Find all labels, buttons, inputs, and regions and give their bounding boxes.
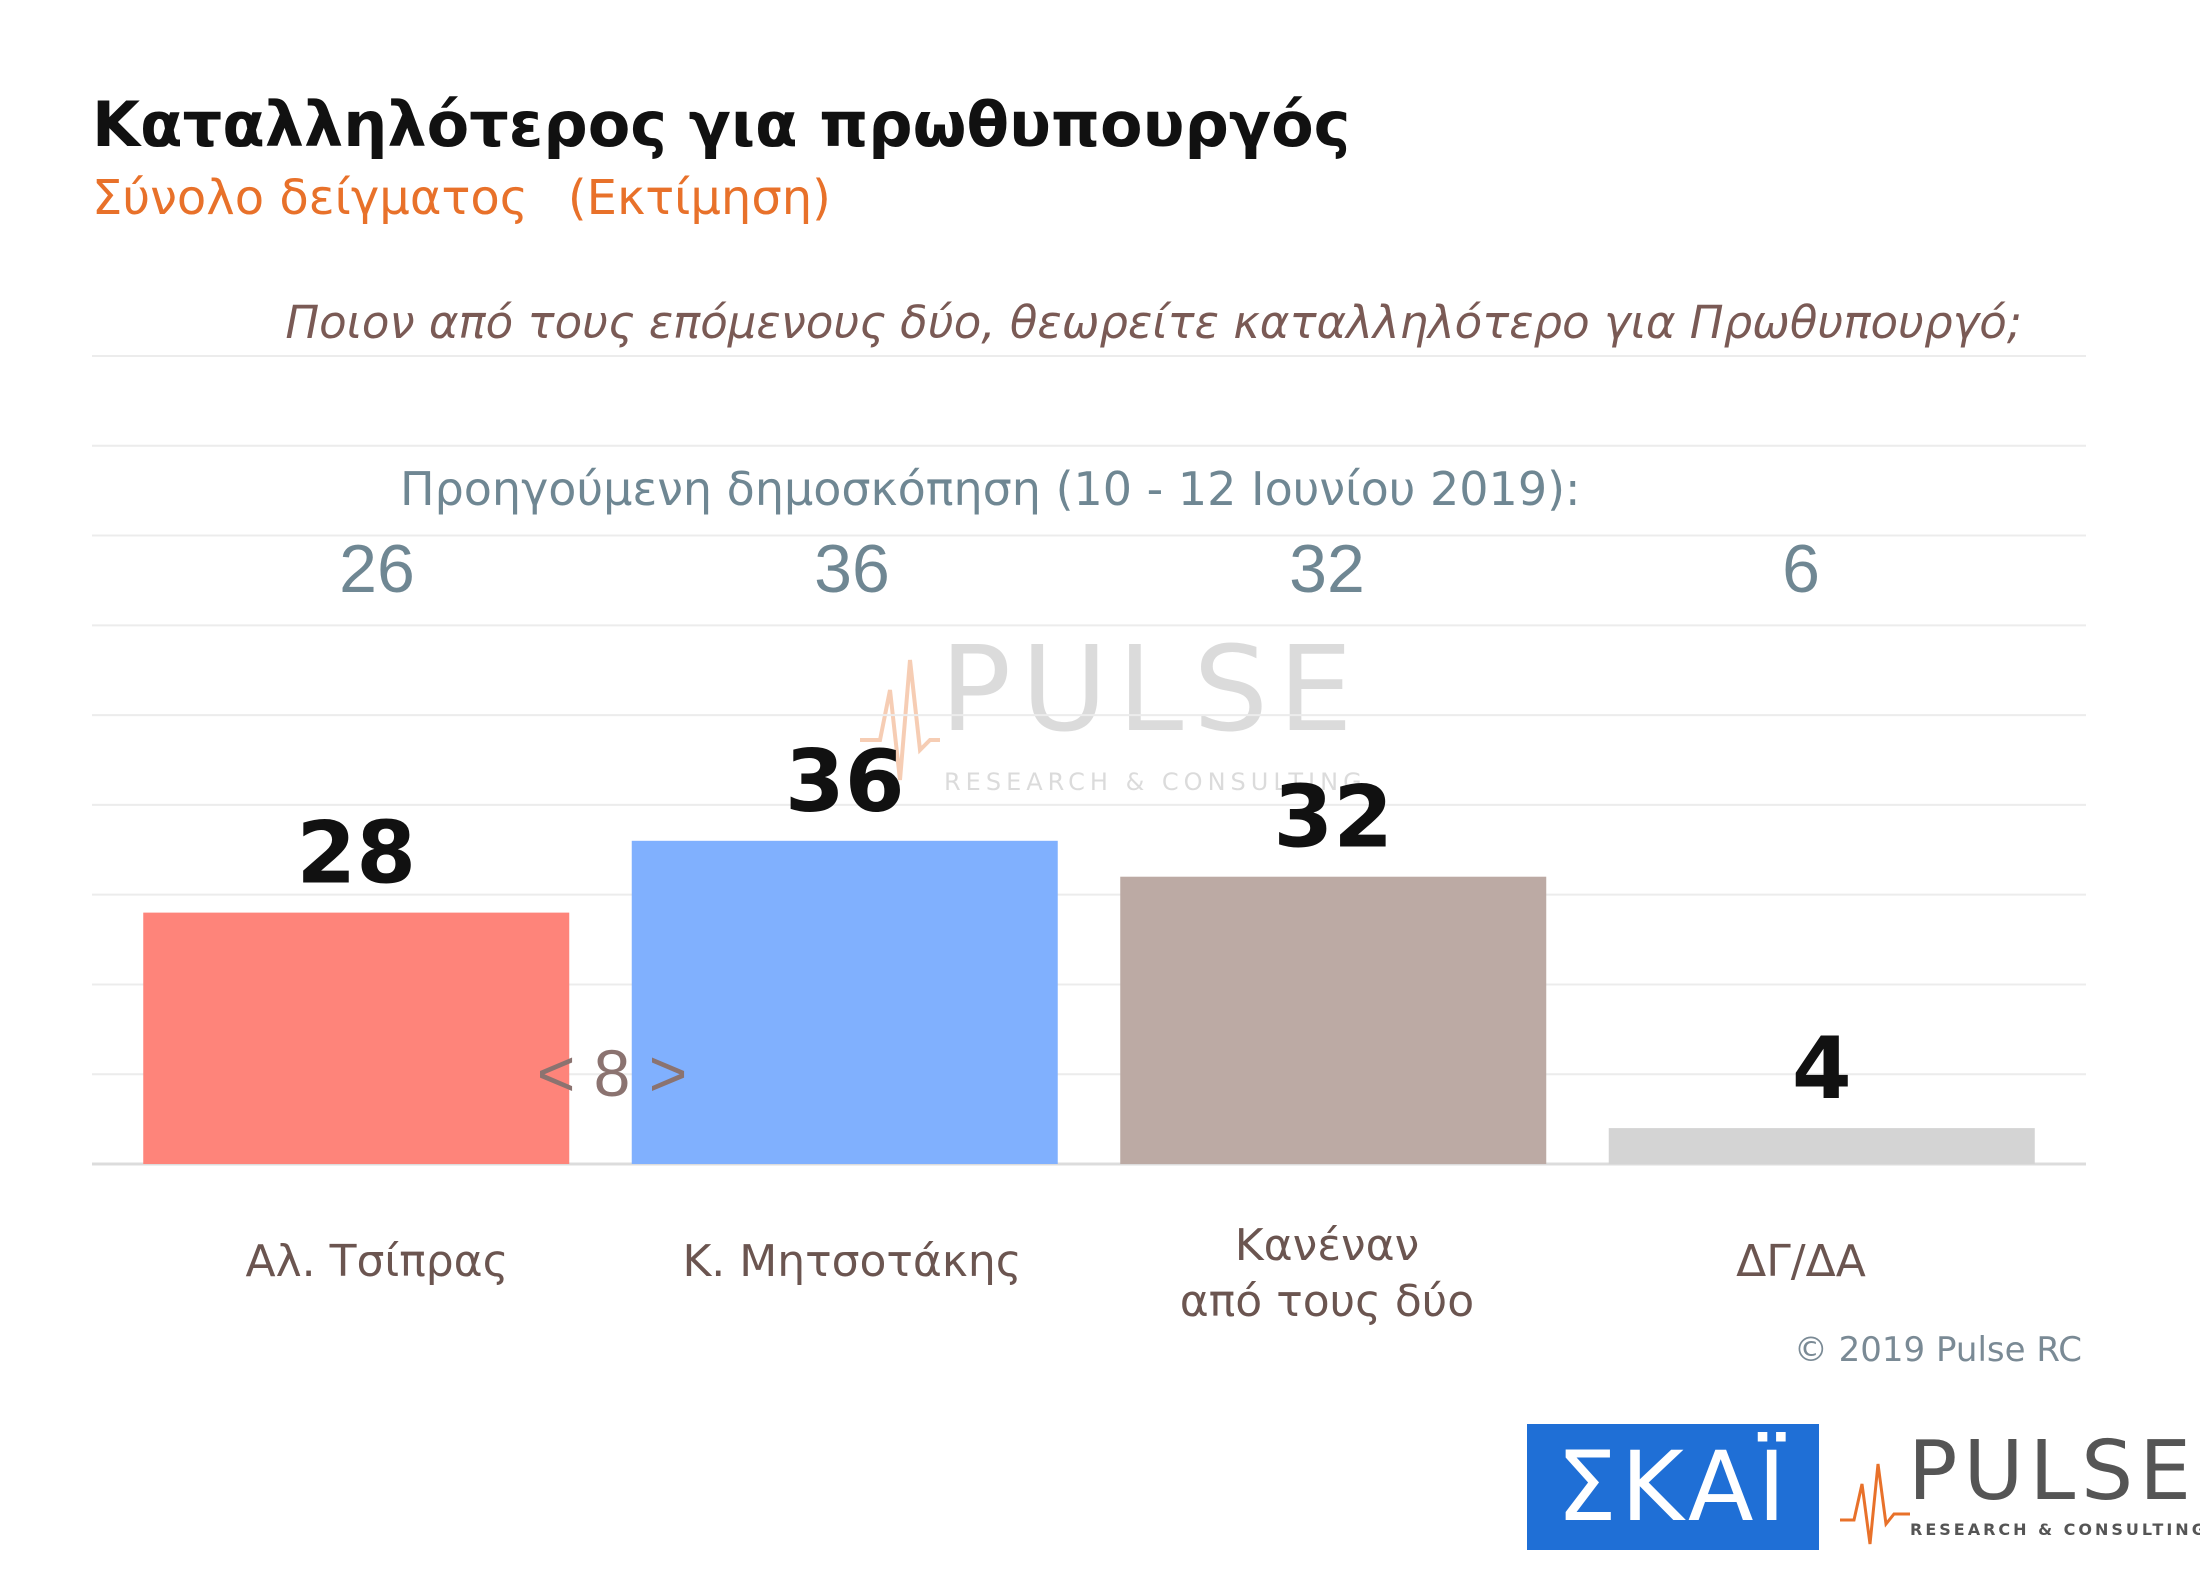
- pulse-logo: PULSE RESEARCH & CONSULTING: [1840, 1424, 2200, 1550]
- category-label-tsipras: Αλ. Τσίπρας: [157, 1234, 597, 1290]
- previous-value-dk-na: 6: [1782, 531, 1820, 607]
- chart-subtitle: Σύνολο δείγματος (Εκτίμηση): [92, 170, 831, 226]
- gap-annotation: < 8 >: [536, 1036, 688, 1110]
- bar: [631, 840, 1058, 1164]
- previous-value-neither: 32: [1289, 531, 1365, 607]
- skai-logo: ΣΚΑΪ: [1527, 1424, 1819, 1550]
- previous-value-mitsotakis: 36: [814, 531, 890, 607]
- subtitle-estimate: (Εκτίμηση): [567, 170, 831, 226]
- subtitle-sample: Σύνολο δείγματος: [92, 170, 528, 226]
- category-label-neither: Κανέναν από τους δύο: [1107, 1218, 1547, 1330]
- previous-poll-label: Προηγούμενη δημοσκόπηση (10 - 12 Ιουνίου…: [392, 462, 1589, 516]
- category-label-dk-na: ΔΓ/ΔΑ: [1581, 1234, 2021, 1290]
- category-label-line: από τους δύο: [1179, 1276, 1475, 1327]
- bar-value-label: 28: [296, 804, 416, 904]
- copyright-note: © 2019 Pulse RC: [1793, 1330, 2082, 1370]
- pulse-logo-word: PULSE: [1908, 1424, 2198, 1519]
- category-label-line: Κ. Μητσοτάκης: [682, 1236, 1022, 1287]
- bar-value-label: 4: [1792, 1019, 1852, 1119]
- pulse-wave-icon: [1840, 1463, 1910, 1545]
- bar: [1120, 876, 1547, 1164]
- survey-question: Ποιον από τους επόμενους δύο, θεωρείτε κ…: [285, 296, 2022, 349]
- chart-title: Καταλληλότερος για πρωθυπουργός: [92, 88, 1351, 161]
- category-label-line: Κανέναν: [1234, 1220, 1420, 1271]
- previous-value-tsipras: 26: [339, 531, 415, 607]
- bar-value-label: 32: [1273, 768, 1393, 868]
- category-label-line: Αλ. Τσίπρας: [245, 1236, 509, 1287]
- category-label-line: ΔΓ/ΔΑ: [1736, 1236, 1866, 1287]
- bar: [143, 912, 570, 1164]
- pulse-logo-tagline: RESEARCH & CONSULTING: [1910, 1520, 2200, 1539]
- category-label-mitsotakis: Κ. Μητσοτάκης: [632, 1234, 1072, 1290]
- bar-value-label: 36: [785, 732, 905, 832]
- bar: [1608, 1128, 2035, 1164]
